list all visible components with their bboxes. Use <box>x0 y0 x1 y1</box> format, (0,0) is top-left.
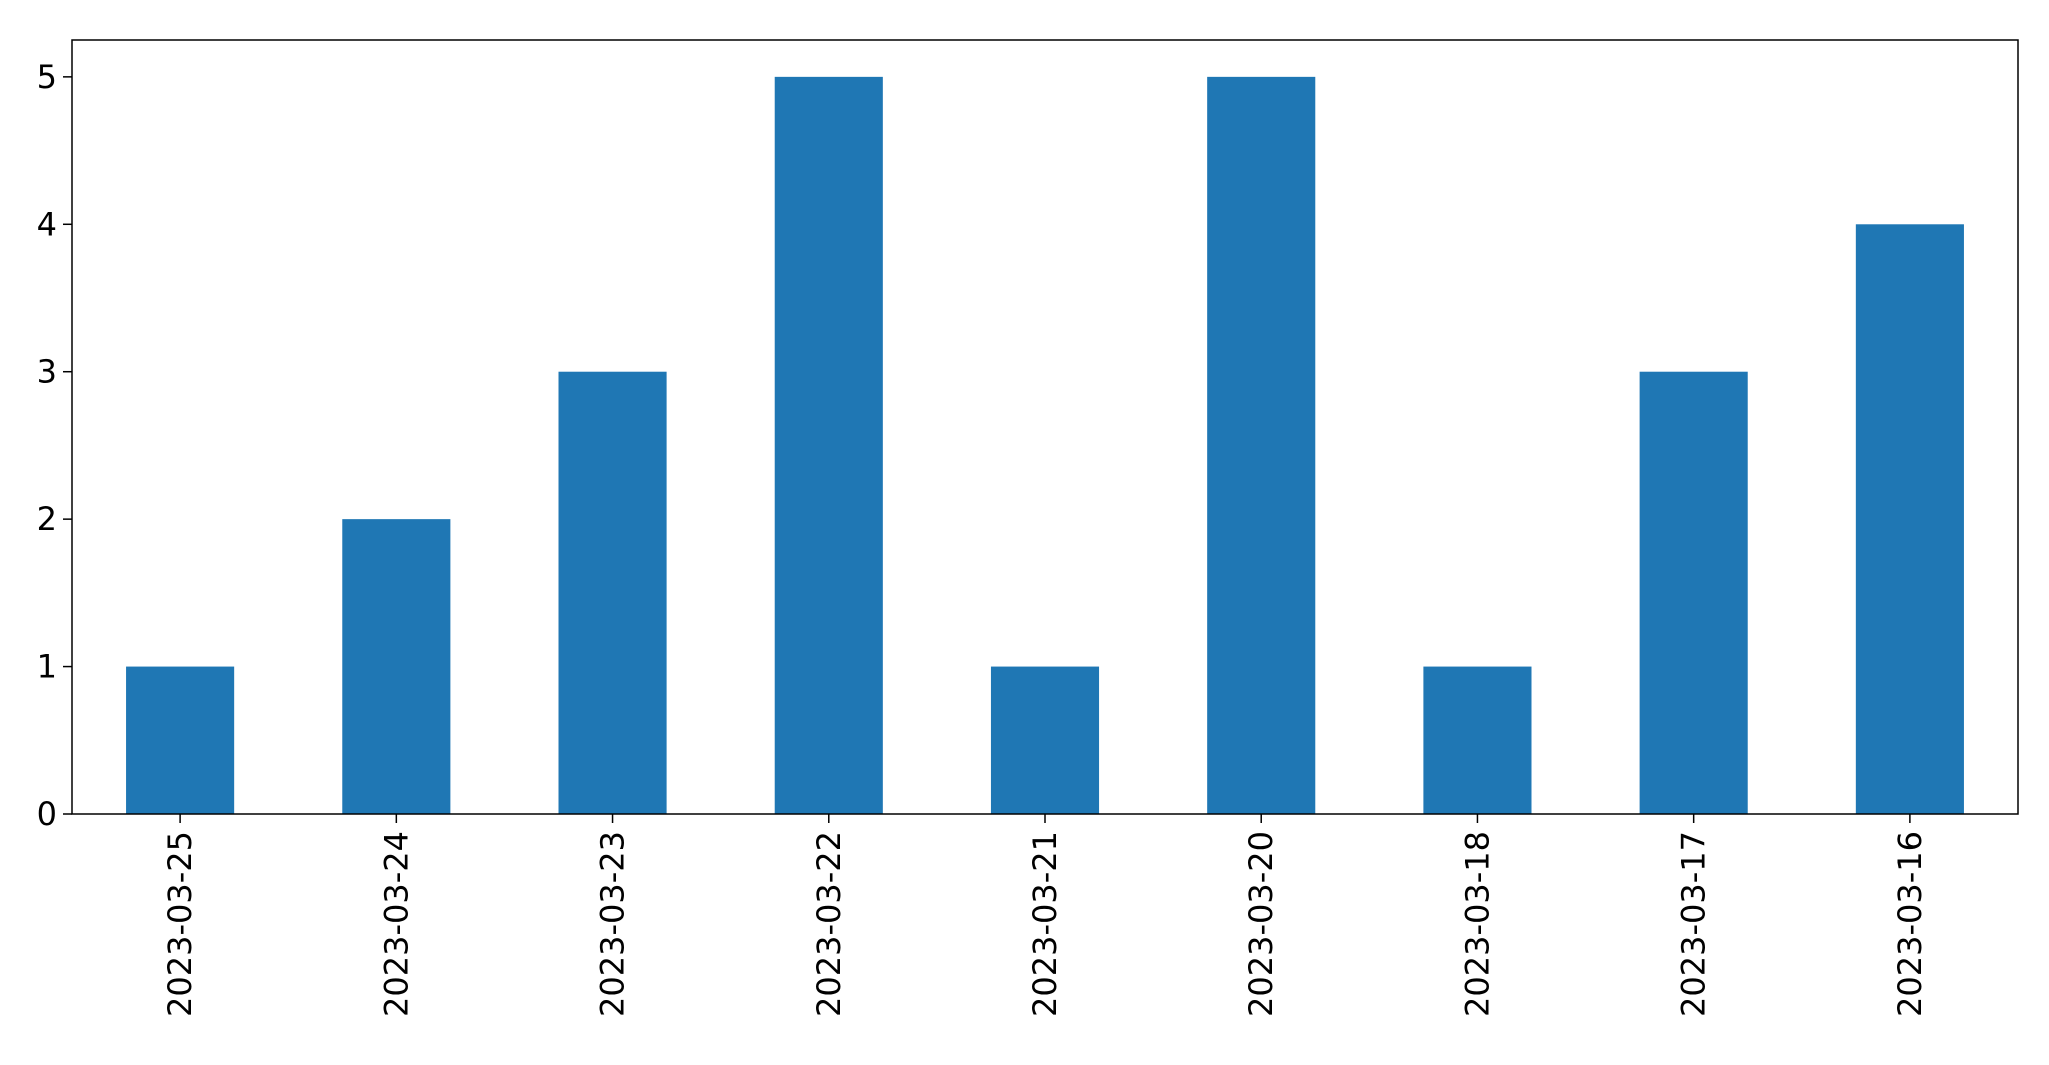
y-tick-label: 4 <box>37 205 57 243</box>
x-tick-label: 2023-03-24 <box>377 831 415 1017</box>
y-axis: 0 1 2 3 4 5 <box>37 58 72 833</box>
y-tick-label: 2 <box>37 500 57 538</box>
bars-layer <box>126 76 1964 815</box>
x-tick-label: 2023-03-20 <box>1242 831 1280 1017</box>
bar-2023-03-20 <box>1207 76 1316 815</box>
y-tick-label: 0 <box>37 795 57 833</box>
plot-frame <box>71 39 2019 815</box>
x-tick-label: 2023-03-17 <box>1675 831 1713 1017</box>
bar-2023-03-16 <box>1855 224 1964 815</box>
y-tick-label: 3 <box>37 353 57 391</box>
bar-2023-03-18 <box>1423 666 1532 814</box>
x-tick-label: 2023-03-21 <box>1026 831 1064 1017</box>
bar-2023-03-25 <box>126 666 235 814</box>
bar-2023-03-22 <box>774 76 883 815</box>
x-axis: 2023-03-25 2023-03-24 2023-03-23 2023-03-22… <box>161 814 1929 1017</box>
bar-2023-03-24 <box>342 519 451 814</box>
bar-2023-03-17 <box>1639 371 1748 814</box>
x-tick-label: 2023-03-22 <box>810 831 848 1017</box>
bar-2023-03-21 <box>990 666 1100 814</box>
x-tick-label: 2023-03-18 <box>1458 831 1496 1017</box>
bar-2023-03-23 <box>558 371 667 814</box>
y-tick-label: 5 <box>37 58 57 96</box>
x-tick-label: 2023-03-25 <box>161 831 199 1017</box>
y-tick-label: 1 <box>37 648 57 686</box>
x-tick-label: 2023-03-16 <box>1891 831 1929 1017</box>
x-tick-label: 2023-03-23 <box>594 831 632 1017</box>
